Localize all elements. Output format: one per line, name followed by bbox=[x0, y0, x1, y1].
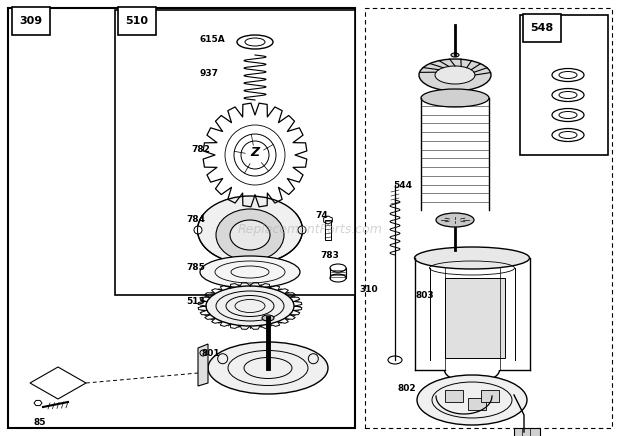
Ellipse shape bbox=[417, 375, 527, 425]
Text: 513: 513 bbox=[186, 297, 205, 307]
Bar bbox=[118, 7, 156, 35]
Ellipse shape bbox=[262, 315, 274, 321]
Ellipse shape bbox=[450, 248, 460, 252]
Text: 783: 783 bbox=[320, 252, 339, 260]
Bar bbox=[325, 220, 331, 240]
Text: 785: 785 bbox=[186, 263, 205, 272]
Text: 784: 784 bbox=[186, 215, 205, 225]
Text: 85: 85 bbox=[33, 418, 46, 426]
Bar bbox=[514, 428, 540, 436]
Bar bbox=[468, 398, 486, 410]
Text: 310: 310 bbox=[360, 286, 378, 294]
Ellipse shape bbox=[230, 220, 270, 250]
Text: 802: 802 bbox=[397, 384, 416, 392]
Text: ReplacementParts.com: ReplacementParts.com bbox=[237, 224, 383, 236]
Ellipse shape bbox=[435, 66, 475, 84]
Ellipse shape bbox=[451, 53, 459, 57]
Bar bbox=[8, 8, 355, 428]
Bar bbox=[445, 390, 463, 402]
Text: 510: 510 bbox=[125, 16, 149, 26]
Ellipse shape bbox=[216, 209, 284, 261]
Ellipse shape bbox=[198, 196, 303, 264]
Ellipse shape bbox=[208, 342, 328, 394]
Text: 615A: 615A bbox=[199, 35, 225, 44]
Ellipse shape bbox=[436, 213, 474, 227]
Ellipse shape bbox=[419, 59, 491, 91]
Text: 937: 937 bbox=[199, 68, 218, 78]
Bar bbox=[520, 15, 608, 155]
Bar bbox=[365, 8, 612, 428]
Text: 801: 801 bbox=[202, 348, 220, 358]
Text: 74: 74 bbox=[315, 211, 328, 219]
Text: 544: 544 bbox=[393, 181, 412, 190]
Ellipse shape bbox=[200, 256, 300, 288]
Text: 782: 782 bbox=[191, 146, 210, 154]
Bar bbox=[12, 7, 50, 35]
Ellipse shape bbox=[388, 356, 402, 364]
Polygon shape bbox=[30, 367, 86, 399]
Bar bbox=[481, 390, 499, 402]
Ellipse shape bbox=[206, 286, 294, 326]
Text: 803: 803 bbox=[415, 290, 433, 300]
Polygon shape bbox=[198, 344, 208, 386]
Bar bbox=[115, 10, 355, 295]
Circle shape bbox=[194, 226, 202, 234]
Ellipse shape bbox=[421, 89, 489, 107]
Text: 309: 309 bbox=[19, 16, 43, 26]
Bar bbox=[445, 278, 505, 358]
Text: 548: 548 bbox=[530, 23, 554, 33]
Text: Z: Z bbox=[250, 146, 260, 159]
Ellipse shape bbox=[415, 247, 529, 269]
Bar bbox=[523, 14, 561, 42]
Circle shape bbox=[298, 226, 306, 234]
